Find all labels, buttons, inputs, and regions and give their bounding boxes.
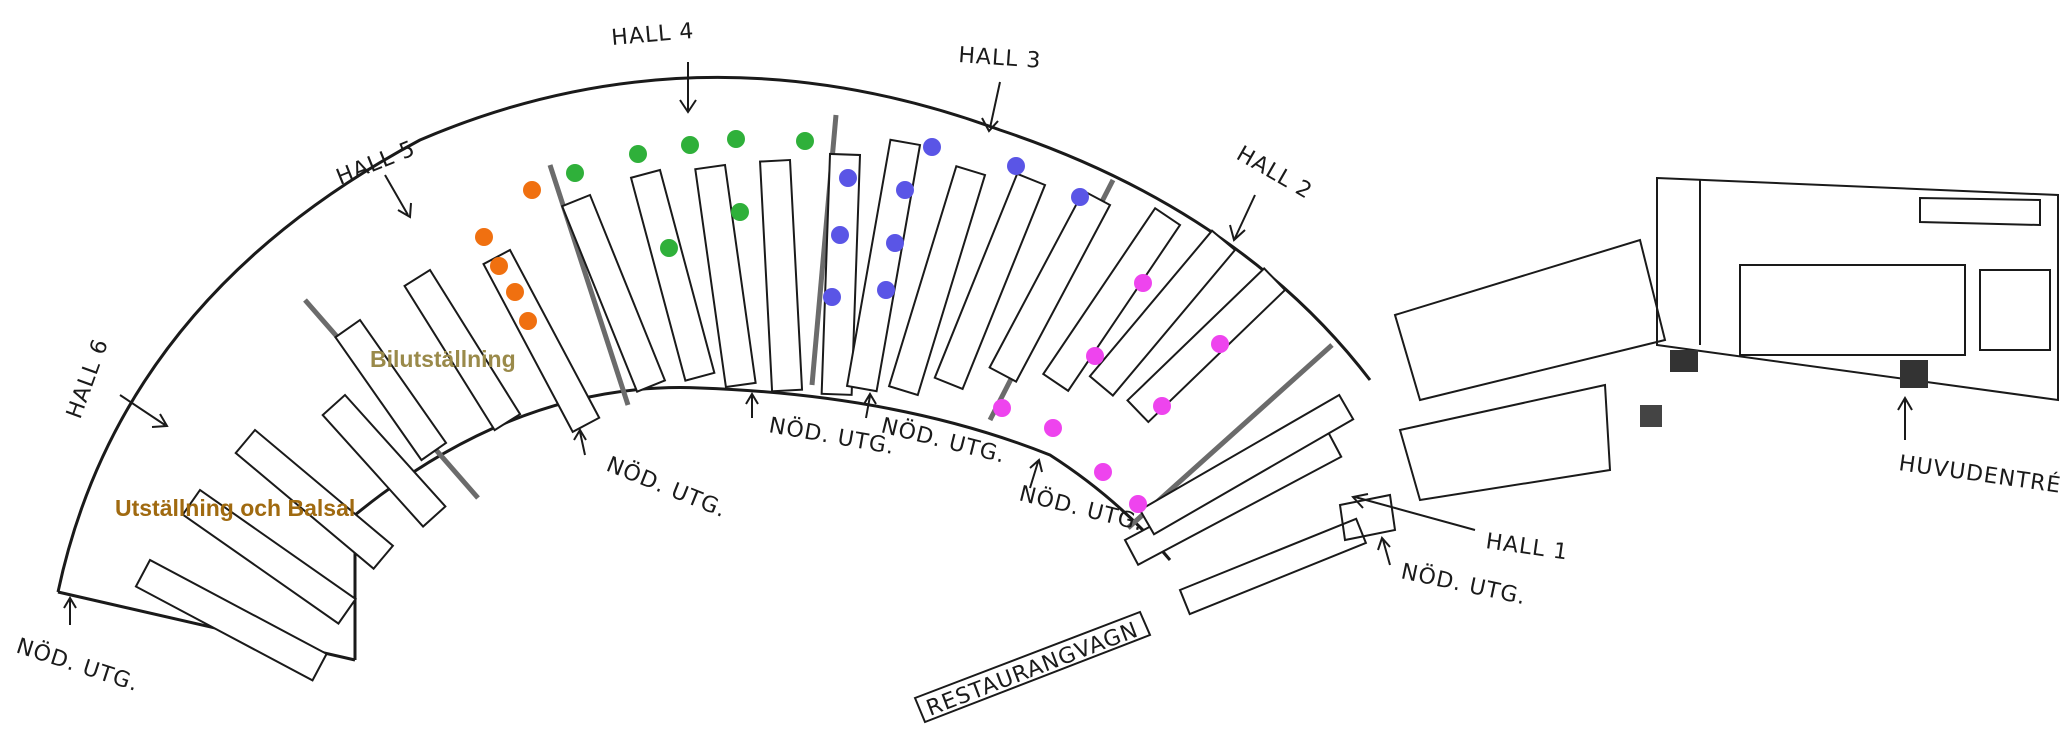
blue-booth-dot bbox=[831, 226, 849, 244]
magenta-booth-dot bbox=[993, 399, 1011, 417]
stall bbox=[820, 152, 862, 396]
emergency-exit-label: NÖD. UTG. bbox=[1399, 558, 1529, 610]
orange-booth-dot bbox=[506, 283, 524, 301]
stall bbox=[1138, 393, 1355, 536]
entrance-arrow-icon bbox=[1897, 396, 1913, 440]
stall bbox=[134, 558, 328, 682]
stall bbox=[758, 158, 804, 393]
stall bbox=[629, 168, 716, 382]
emergency-exit-label: NÖD. UTG. bbox=[1017, 481, 1147, 537]
stall bbox=[1041, 206, 1182, 393]
magenta-booth-dot bbox=[1211, 335, 1229, 353]
stall-rows bbox=[134, 138, 1368, 682]
stall bbox=[887, 164, 987, 397]
hall-4-label: HALL 4 bbox=[610, 19, 695, 51]
green-booth-dot bbox=[731, 203, 749, 221]
zone-car-exhibition-label: Bilutställning bbox=[370, 346, 516, 372]
stall bbox=[1088, 229, 1237, 397]
hall-5-arrow-icon bbox=[384, 174, 412, 219]
exit-arrow-icon bbox=[1377, 536, 1391, 566]
emergency-exit-label: NÖD. UTG. bbox=[767, 412, 897, 460]
stall bbox=[988, 189, 1112, 383]
stall bbox=[321, 393, 447, 528]
green-booth-dot bbox=[681, 136, 699, 154]
blue-booth-dot bbox=[923, 138, 941, 156]
green-booth-dot bbox=[629, 145, 647, 163]
blue-booth-dot bbox=[877, 281, 895, 299]
stall bbox=[933, 172, 1047, 391]
dining-car: RESTAURANGVAGN bbox=[913, 610, 1152, 724]
stall bbox=[334, 318, 448, 462]
orange-booth-dot bbox=[519, 312, 537, 330]
stall bbox=[234, 428, 395, 571]
stall bbox=[560, 193, 667, 393]
stall bbox=[181, 488, 358, 625]
blue-booth-dot bbox=[1071, 188, 1089, 206]
orange-booth-dot bbox=[475, 228, 493, 246]
blue-booth-dot bbox=[823, 288, 841, 306]
dining-car-label: RESTAURANGVAGN bbox=[923, 618, 1142, 722]
magenta-booth-dot bbox=[1086, 347, 1104, 365]
hall-3-arrow-icon bbox=[981, 81, 1001, 133]
exit-arrow-icon bbox=[63, 596, 77, 625]
hall-1-label: HALL 1 bbox=[1484, 529, 1570, 565]
hall-5-label: HALL 5 bbox=[333, 136, 419, 190]
exit-arrow-icon bbox=[1029, 458, 1043, 489]
booth-markers bbox=[475, 130, 1229, 513]
magenta-booth-dot bbox=[1153, 397, 1171, 415]
magenta-booth-dot bbox=[1044, 419, 1062, 437]
magenta-booth-dot bbox=[1129, 495, 1147, 513]
green-booth-dot bbox=[566, 164, 584, 182]
exit-arrow-icon bbox=[573, 428, 587, 456]
green-booth-dot bbox=[796, 132, 814, 150]
emergency-exit-label: NÖD. UTG. bbox=[13, 633, 142, 697]
green-booth-dot bbox=[660, 239, 678, 257]
emergency-exit-label: NÖD. UTG. bbox=[603, 451, 731, 523]
entrance-building bbox=[1338, 176, 2059, 542]
green-booth-dot bbox=[727, 130, 745, 148]
main-entrance: HUVUDENTRÉ bbox=[1897, 396, 2062, 499]
hall-4-arrow-icon bbox=[679, 62, 697, 114]
zone-exhibition-ballroom-label: Utställning och Balsal bbox=[115, 495, 355, 521]
exit-arrow-icon bbox=[863, 392, 877, 419]
hall-2-arrow-icon bbox=[1229, 194, 1256, 242]
blue-booth-dot bbox=[886, 234, 904, 252]
orange-booth-dot bbox=[490, 257, 508, 275]
blue-booth-dot bbox=[896, 181, 914, 199]
hall-6-label: HALL 6 bbox=[62, 335, 114, 422]
hall-6-arrow-icon bbox=[119, 394, 169, 428]
orange-booth-dot bbox=[523, 181, 541, 199]
stall bbox=[1178, 517, 1368, 616]
hall-1-arrow-icon bbox=[1351, 493, 1476, 531]
blue-booth-dot bbox=[1007, 157, 1025, 175]
magenta-booth-dot bbox=[1094, 463, 1112, 481]
main-entrance-label: HUVUDENTRÉ bbox=[1897, 450, 2062, 499]
stall bbox=[845, 138, 922, 393]
blue-booth-dot bbox=[839, 169, 857, 187]
stall bbox=[403, 268, 522, 432]
magenta-booth-dot bbox=[1134, 274, 1152, 292]
exit-arrow-icon bbox=[745, 392, 759, 418]
hall-3-label: HALL 3 bbox=[958, 43, 1043, 74]
stall bbox=[694, 163, 757, 389]
stall bbox=[1126, 267, 1287, 424]
hall-2-label: HALL 2 bbox=[1232, 142, 1316, 205]
